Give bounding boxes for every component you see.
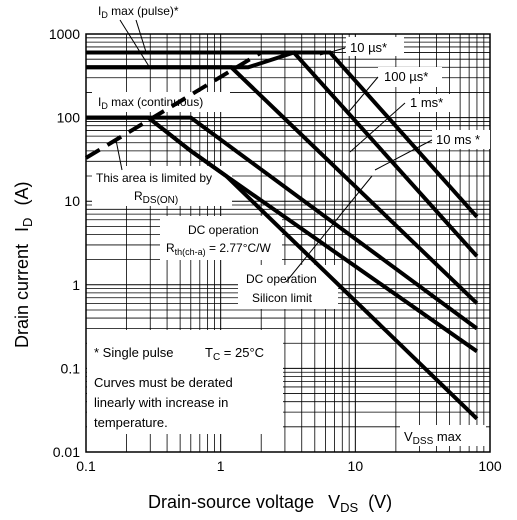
y-axis-title: Drain currentID(A) bbox=[12, 182, 35, 348]
dc-operation-label: DC operation bbox=[188, 223, 259, 237]
label-bg-100us bbox=[378, 67, 442, 87]
leader-pulse-a bbox=[119, 19, 151, 69]
soa-curves bbox=[84, 50, 479, 421]
leader-10ms bbox=[374, 139, 433, 171]
curve-label-1ms: 1 ms* bbox=[410, 95, 443, 110]
curve-label-100us: 100 µs* bbox=[384, 69, 428, 84]
derating-note-3: temperature. bbox=[94, 415, 168, 430]
label-bg-10ms bbox=[432, 130, 490, 149]
label-bg-silicon bbox=[238, 265, 338, 309]
y-tick-label: 0.01 bbox=[53, 444, 80, 460]
dc-thermal-resistance: Rth(ch-a) = 2.77°C/W bbox=[166, 241, 272, 257]
y-tick-label: 1 bbox=[72, 277, 80, 293]
soa-curve-6 bbox=[86, 115, 479, 421]
label-bg-notes bbox=[87, 330, 283, 434]
vdss-max-label: VDSS max bbox=[404, 429, 462, 447]
x-tick-label: 1 bbox=[217, 458, 225, 474]
rds-limit-line1: This area is limited by bbox=[96, 171, 212, 185]
derating-note-2: linearly with increase in bbox=[94, 395, 228, 410]
dc-silicon-label-2: Silicon limit bbox=[252, 291, 313, 305]
y-tick-labels: 0.01 0.1 1 10 100 1000 bbox=[49, 26, 80, 460]
y-tick-label: 100 bbox=[57, 110, 81, 126]
leader-100us bbox=[346, 76, 379, 115]
dc-silicon-label-1: DC operation bbox=[246, 272, 317, 286]
leader-lines bbox=[115, 19, 433, 283]
x-axis-title: Drain-source voltage VDS (V) bbox=[148, 492, 392, 515]
soa-curve-3 bbox=[86, 65, 479, 305]
label-bg-1ms bbox=[406, 94, 456, 112]
label-bg-continuous bbox=[92, 92, 230, 112]
label-bg-pulse bbox=[92, 0, 230, 20]
x-tick-label: 10 bbox=[348, 458, 364, 474]
rds-limit-line2: RDS(ON) bbox=[134, 189, 178, 206]
derating-note-1: Curves must be derated bbox=[94, 375, 233, 390]
case-temperature-note: TC = 25°C bbox=[205, 345, 264, 363]
leader-1ms bbox=[349, 102, 406, 153]
y-tick-label: 0.1 bbox=[61, 360, 81, 376]
curve-label-10us: 10 µs* bbox=[350, 40, 387, 55]
rds-on-limit-line bbox=[84, 50, 263, 160]
curve-label-10ms: 10 ms * bbox=[436, 132, 480, 147]
x-tick-labels: 0.1 1 10 100 bbox=[76, 458, 502, 474]
single-pulse-note: * Single pulse bbox=[94, 345, 174, 360]
x-tick-label: 100 bbox=[478, 458, 502, 474]
leader-10us bbox=[319, 47, 346, 56]
leader-silicon bbox=[285, 175, 373, 283]
id-pulse-label: ID max (pulse)* bbox=[98, 4, 179, 20]
label-bg-rds bbox=[92, 166, 232, 206]
leader-rds bbox=[115, 139, 123, 171]
plot-frame bbox=[85, 33, 491, 453]
y-tick-label: 1000 bbox=[49, 26, 80, 42]
label-bg-dc bbox=[160, 216, 282, 260]
y-tick-label: 10 bbox=[64, 193, 80, 209]
leader-pulse-b bbox=[135, 19, 147, 53]
id-continuous-label: ID max (continuous) bbox=[98, 95, 203, 111]
label-bg-vdss bbox=[400, 425, 486, 446]
x-tick-label: 0.1 bbox=[76, 458, 96, 474]
label-bg-10us bbox=[346, 37, 404, 56]
